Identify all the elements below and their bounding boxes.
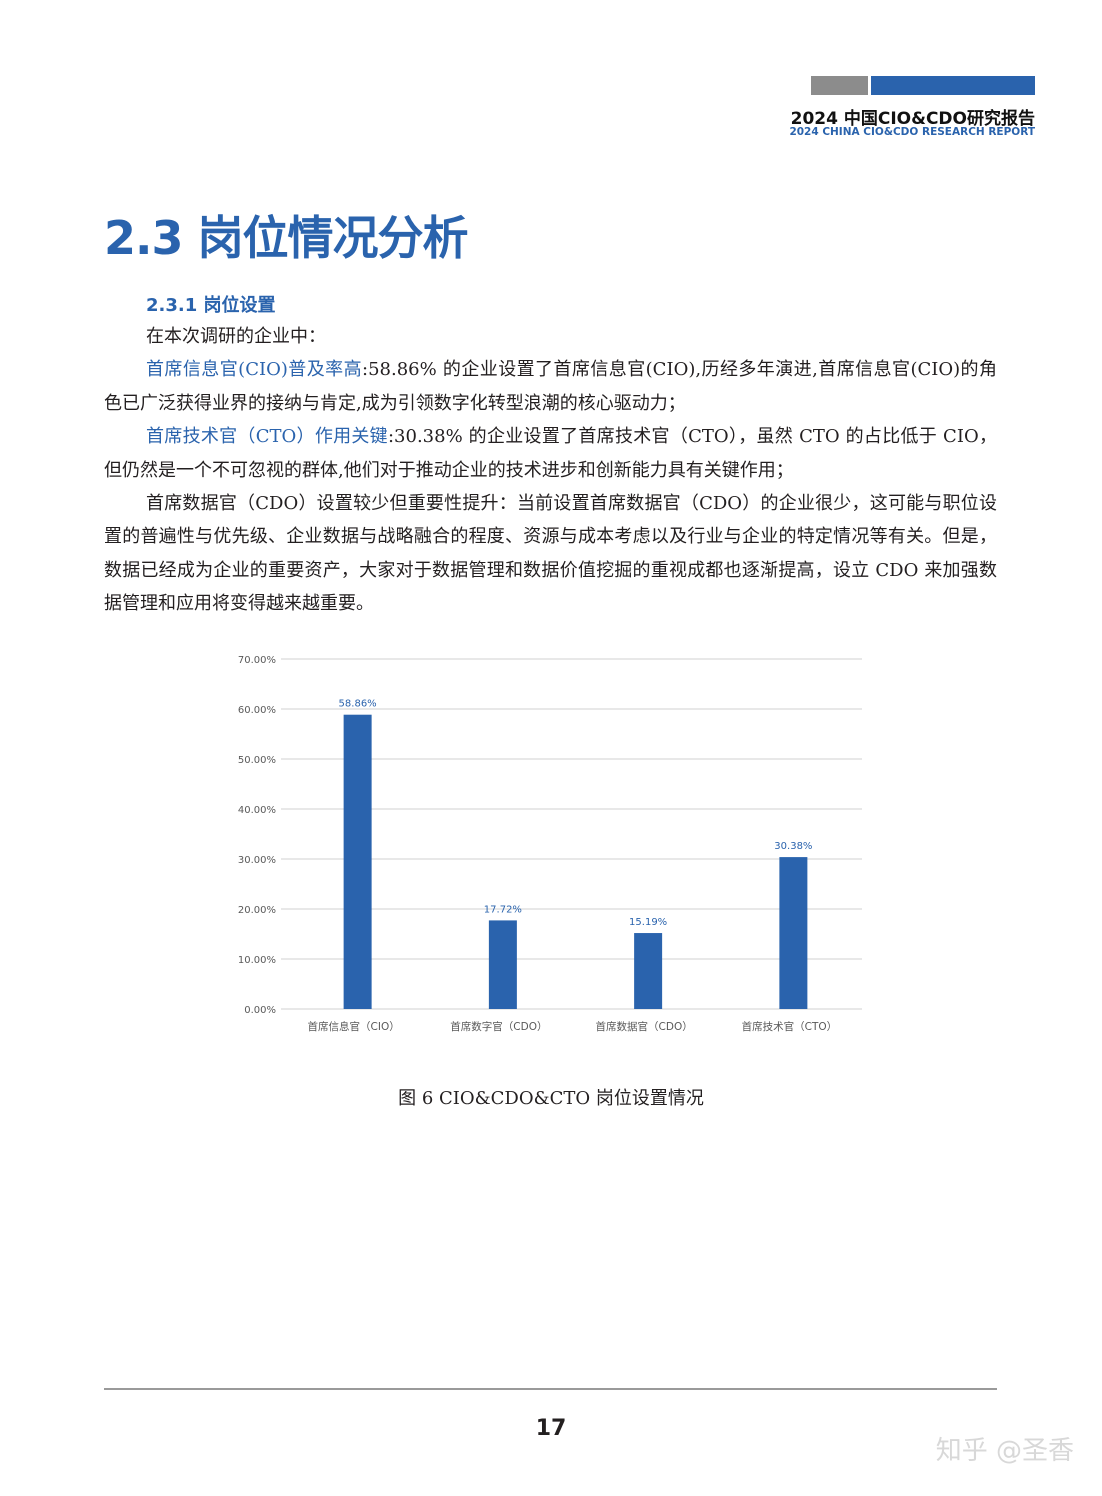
data-label: 15.19% xyxy=(629,917,667,928)
report-title-en: 2024 CHINA CIO&CDO RESEARCH REPORT xyxy=(789,126,1035,138)
report-title-cn: 2024 中国CIO&CDO研究报告 xyxy=(790,109,1035,129)
body-text: 在本次调研的企业中： 首席信息官(CIO)普及率高:58.86% 的企业设置了首… xyxy=(104,320,997,621)
cio-text: :58.86% 的企业设置了首席信息官(CIO),历经多年演进,首席信息官(CI… xyxy=(104,359,997,414)
x-tick-label: 首席数据官（CDO） xyxy=(596,1020,693,1033)
cto-lead: 首席技术官（CTO）作用关键 xyxy=(146,426,388,448)
x-tick-label: 首席技术官（CTO） xyxy=(742,1020,838,1033)
bar xyxy=(634,933,663,1009)
y-tick-label: 10.00% xyxy=(238,955,276,966)
x-tick-label: 首席信息官（CIO） xyxy=(308,1020,400,1033)
bar-chart: 0.00% 10.00% 20.00% 30.00% 40.00% 50.00% 60.00… xyxy=(238,655,862,1033)
bar xyxy=(488,920,517,1009)
footer-divider xyxy=(104,1388,997,1390)
cto-text: :30.38% 的企业设置了首席技术官（CTO），虽然 CTO 的占比低于 CI… xyxy=(104,426,997,481)
paragraph-cto: 首席技术官（CTO）作用关键:30.38% 的企业设置了首席技术官（CTO），虽… xyxy=(104,420,997,487)
y-tick-label: 20.00% xyxy=(238,905,276,916)
y-tick-label: 0.00% xyxy=(244,1005,276,1016)
y-tick-label: 60.00% xyxy=(238,705,276,716)
subsection-title: 2.3.1 岗位设置 xyxy=(146,295,276,316)
intro-paragraph: 在本次调研的企业中： xyxy=(146,326,326,347)
bar xyxy=(343,714,372,1009)
section-title: 2.3 岗位情况分析 xyxy=(104,211,469,265)
x-tick-label: 首席数字官（CDO） xyxy=(450,1020,547,1033)
cio-lead: 首席信息官(CIO)普及率高 xyxy=(146,359,363,381)
y-tick-label: 70.00% xyxy=(238,655,276,666)
header-decor-blue xyxy=(871,76,1035,95)
paragraph-cio: 首席信息官(CIO)普及率高:58.86% 的企业设置了首席信息官(CIO),历… xyxy=(104,353,997,420)
data-label: 58.86% xyxy=(339,699,377,710)
data-label: 17.72% xyxy=(484,904,522,915)
figure-caption: 图 6 CIO&CDO&CTO 岗位设置情况 xyxy=(398,1088,704,1109)
bar xyxy=(779,857,808,1009)
y-tick-label: 50.00% xyxy=(238,755,276,766)
page-number: 17 xyxy=(535,1416,567,1441)
data-label: 30.38% xyxy=(774,841,812,852)
watermark: 知乎 @圣香 xyxy=(935,1436,1074,1466)
paragraph-cdo: 首席数据官（CDO）设置较少但重要性提升：当前设置首席数据官（CDO）的企业很少… xyxy=(104,493,997,615)
y-tick-label: 40.00% xyxy=(238,805,276,816)
y-tick-label: 30.00% xyxy=(238,855,276,866)
header-decor-gray xyxy=(811,76,868,95)
